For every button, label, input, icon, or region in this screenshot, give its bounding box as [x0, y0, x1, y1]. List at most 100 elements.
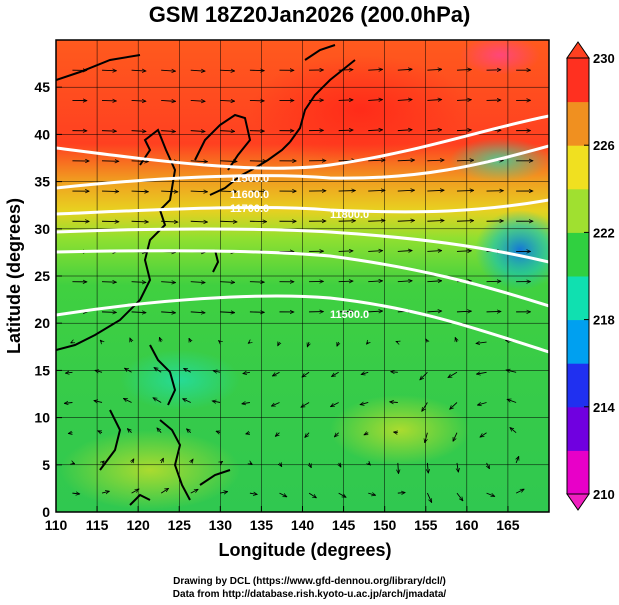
wind-arrow: [448, 371, 458, 377]
wind-arrow: [154, 367, 162, 373]
wind-arrow: [427, 220, 444, 221]
wind-arrow: [476, 342, 487, 343]
y-tick-label: 40: [34, 126, 50, 142]
wind-arrow: [456, 69, 471, 70]
x-tick-label: 115: [86, 517, 109, 533]
wind-arrow: [368, 493, 375, 495]
credit-drawing: Drawing by DCL (https://www.gfd-dennou.o…: [173, 576, 446, 587]
wind-arrow: [159, 337, 161, 343]
x-tick-label: 155: [414, 517, 438, 533]
wind-arrow: [277, 342, 280, 346]
wind-arrow: [397, 492, 405, 493]
wind-arrow: [368, 463, 370, 465]
wind-arrow: [427, 130, 441, 131]
wind-arrow: [338, 221, 356, 222]
wind-arrow: [190, 161, 208, 162]
wind-arrow: [477, 402, 487, 405]
wind-arrow: [368, 130, 382, 131]
colorbar-segment: [567, 450, 589, 495]
y-tick-label: 10: [34, 410, 50, 426]
wind-arrow: [368, 69, 382, 70]
wind-arrow: [131, 312, 146, 313]
wind-arrow: [279, 492, 286, 498]
wind-arrow: [364, 433, 368, 435]
wind-arrow: [486, 492, 495, 496]
wind-arrow: [220, 161, 237, 162]
wind-arrow: [131, 70, 146, 71]
x-tick-label: 125: [168, 517, 192, 533]
wind-arrow: [220, 70, 234, 71]
wind-arrow: [516, 456, 519, 464]
wind-arrow: [161, 131, 175, 132]
wind-arrow: [127, 429, 132, 434]
wind-arrow: [427, 311, 441, 312]
wind-arrow: [161, 282, 175, 283]
colorbar-tick-label: 230: [593, 51, 615, 66]
wind-arrow: [190, 191, 208, 192]
height-contours: [56, 114, 549, 354]
wind-arrow: [220, 492, 227, 494]
colorbar: [566, 41, 590, 511]
y-axis-label: Latitude (degrees): [4, 198, 24, 354]
wind-arrow: [272, 371, 280, 376]
wind-arrow: [487, 462, 490, 469]
x-tick-label: 165: [496, 517, 520, 533]
wind-arrow: [188, 338, 191, 342]
x-tick-label: 135: [250, 517, 274, 533]
wind-arrow: [95, 370, 103, 372]
coastlines: [56, 44, 356, 506]
x-tick-label: 120: [126, 517, 150, 533]
wind-arrow: [456, 221, 474, 222]
wind-arrow: [101, 100, 116, 101]
wind-arrow: [394, 432, 398, 433]
colorbar-segment: [567, 406, 589, 451]
wind-arrow: [275, 433, 280, 437]
wind-arrow: [397, 130, 412, 131]
wind-arrow: [396, 341, 398, 342]
wind-arrow: [72, 493, 79, 494]
wind-arrow: [338, 311, 353, 312]
colorbar-tick-label: 222: [593, 225, 615, 240]
colorbar-segment: [567, 101, 589, 146]
credit-data: Data from http://database.rish.kyoto-u.a…: [172, 589, 447, 600]
wind-arrow: [190, 282, 205, 283]
wind-arrow: [131, 489, 139, 494]
y-tick-label: 35: [34, 174, 50, 190]
colorbar-segment: [567, 188, 589, 233]
wind-arrow: [249, 493, 257, 494]
wind-arrow: [101, 131, 116, 132]
wind-arrow: [190, 221, 208, 222]
wind-arrow: [160, 488, 168, 494]
y-tick-label: 25: [34, 268, 50, 284]
x-tick-label: 150: [373, 517, 397, 533]
wind-arrow: [161, 100, 175, 101]
wind-arrow: [420, 371, 428, 380]
colorbar-tick-label: 214: [593, 400, 615, 415]
wind-arrow: [368, 311, 382, 312]
wind-arrow: [187, 429, 192, 433]
wind-arrow: [153, 398, 162, 403]
colorbar-tick-label: 210: [593, 487, 615, 502]
wind-arrow: [242, 402, 250, 403]
wind-arrow: [450, 402, 458, 409]
wind-arrow: [368, 221, 385, 222]
y-tick-label: 45: [34, 79, 50, 95]
wind-arrow: [456, 100, 471, 101]
x-tick-label: 145: [332, 517, 356, 533]
colorbar-segment: [567, 232, 589, 277]
wind-arrow: [390, 402, 398, 403]
wind-arrow: [427, 462, 428, 473]
wind-arrow: [131, 282, 146, 283]
wind-arrow: [507, 399, 517, 403]
wind-arrow: [220, 191, 237, 192]
y-tick-label: 5: [42, 457, 50, 473]
wind-arrow: [131, 191, 149, 192]
wind-arrow: [191, 459, 193, 463]
wind-arrow: [338, 100, 353, 101]
wind-arrow: [161, 221, 178, 222]
wind-arrow: [131, 131, 146, 132]
wind-arrow: [220, 131, 234, 132]
x-axis-ticks: 110 115 120 125 130 135 140 145 150 155 160 165: [45, 506, 520, 533]
wind-arrow: [220, 312, 234, 313]
